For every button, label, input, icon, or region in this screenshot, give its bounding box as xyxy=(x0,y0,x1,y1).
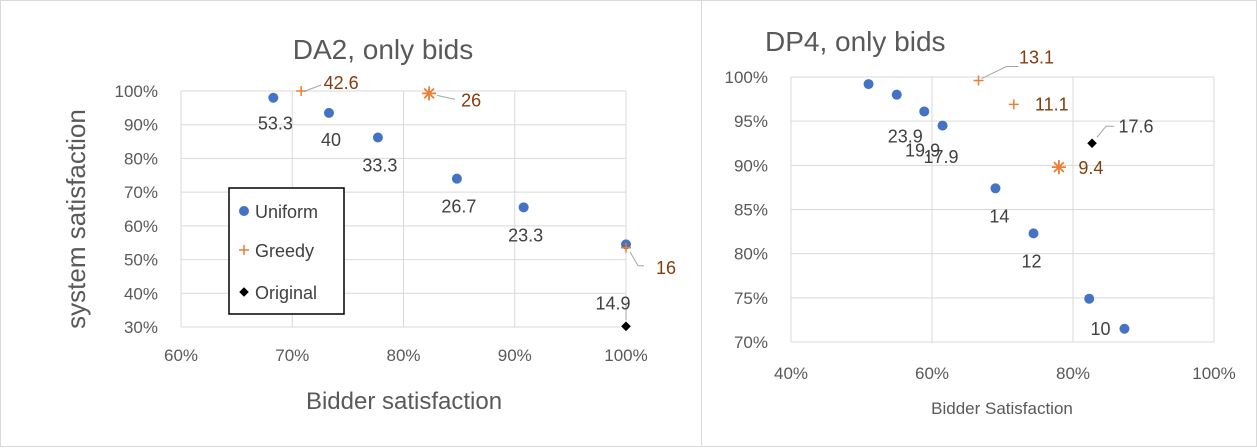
greedy-point xyxy=(296,86,307,96)
y-tick-label: 75% xyxy=(734,289,768,308)
uniform-point xyxy=(518,202,529,213)
y-tick-label: 90% xyxy=(734,156,768,175)
greedy-point xyxy=(621,242,631,253)
chart-title: DP4, only bids xyxy=(765,26,946,57)
chart-title: DA2, only bids xyxy=(293,34,474,65)
greedy-point xyxy=(973,75,984,86)
y-axis-label: system satisfaction xyxy=(61,109,91,329)
uniform-point xyxy=(451,173,462,184)
y-tick-label: 100% xyxy=(725,68,768,87)
data-label: 19.9 xyxy=(905,141,940,161)
legend-greedy-marker xyxy=(239,245,249,255)
data-label: 10 xyxy=(1090,319,1110,339)
greedy-point xyxy=(1008,99,1019,110)
uniform-point xyxy=(990,183,1001,194)
data-label: 23.9 xyxy=(888,126,923,146)
legend-uniform-marker xyxy=(239,206,249,216)
chart-panel-da2: DA2, only bids Bidder satisfaction system … xyxy=(0,0,702,447)
x-tick-label: 100% xyxy=(604,346,647,365)
y-tick-label: 70% xyxy=(734,333,768,352)
uniform-point xyxy=(372,132,383,143)
data-label: 12 xyxy=(1022,251,1042,271)
original-point xyxy=(1085,137,1099,150)
leader-line xyxy=(981,66,1019,79)
chart-panel-dp4: DP4, only bids Bidder Satisfaction 40% 60% 8… xyxy=(701,0,1257,447)
x-tick-label: 70% xyxy=(275,346,309,365)
x-tick-label: 90% xyxy=(498,346,532,365)
y-tick-label: 30% xyxy=(124,318,158,337)
data-label: 11.1 xyxy=(1035,94,1069,114)
x-tick-label: 60% xyxy=(164,346,198,365)
x-tick-label: 80% xyxy=(1056,364,1090,383)
chart-da2-svg: DA2, only bids Bidder satisfaction system … xyxy=(61,34,676,415)
data-label: 13.1 xyxy=(1019,48,1054,68)
uniform-point xyxy=(1119,323,1130,334)
x-tick-label: 100% xyxy=(1192,364,1235,383)
y-tick-label: 95% xyxy=(734,112,768,131)
data-label: 26.7 xyxy=(441,197,476,217)
x-axis-label: Bidder Satisfaction xyxy=(931,399,1073,418)
data-label: 17.9 xyxy=(923,147,958,167)
greedy-point xyxy=(1051,160,1066,175)
greedy-point xyxy=(422,86,437,101)
data-label: 26 xyxy=(461,90,481,110)
data-label: 17.6 xyxy=(1119,116,1154,136)
y-tick-label: 40% xyxy=(124,284,158,303)
y-tick-label: 80% xyxy=(124,149,158,168)
x-tick-label: 40% xyxy=(774,364,808,383)
x-tick-label: 80% xyxy=(386,346,420,365)
data-label: 33.3 xyxy=(362,156,397,176)
y-tick-label: 70% xyxy=(124,183,158,202)
data-label: 14.9 xyxy=(595,293,630,313)
uniform-point xyxy=(863,79,874,90)
legend-entry: Greedy xyxy=(255,241,314,261)
uniform-point xyxy=(1084,293,1095,304)
x-tick-label: 60% xyxy=(915,364,949,383)
leader-line xyxy=(304,84,322,92)
legend-entry: Uniform xyxy=(255,202,318,222)
data-label: 14 xyxy=(989,206,1009,226)
y-tick-label: 85% xyxy=(734,201,768,220)
uniform-point xyxy=(919,106,930,117)
data-label: 42.6 xyxy=(324,73,359,93)
data-label: 23.3 xyxy=(508,225,543,245)
uniform-point xyxy=(268,92,279,103)
original-point xyxy=(619,320,633,333)
data-label: 9.4 xyxy=(1078,158,1103,178)
y-tick-label: 60% xyxy=(124,217,158,236)
y-tick-label: 100% xyxy=(115,82,158,101)
uniform-point xyxy=(323,107,334,118)
y-tick-label: 50% xyxy=(124,251,158,270)
leader-line xyxy=(629,251,644,267)
leader-line xyxy=(436,94,456,100)
data-label: 16 xyxy=(656,258,676,278)
uniform-point xyxy=(937,120,948,131)
chart-dp4-svg: DP4, only bids Bidder Satisfaction 40% 60% 8… xyxy=(725,26,1236,418)
data-label: 40 xyxy=(321,130,341,150)
uniform-point xyxy=(891,89,902,100)
y-tick-label: 80% xyxy=(734,245,768,264)
x-axis-label: Bidder satisfaction xyxy=(306,388,502,415)
data-label: 53.3 xyxy=(258,114,293,134)
legend-original-marker xyxy=(237,285,251,299)
legend-entry: Original xyxy=(255,283,317,303)
leader-line xyxy=(1096,125,1115,138)
y-tick-label: 90% xyxy=(124,116,158,135)
uniform-point xyxy=(1028,228,1039,239)
